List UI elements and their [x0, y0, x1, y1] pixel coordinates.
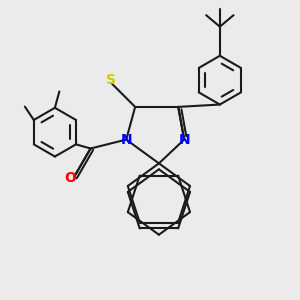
Text: N: N [120, 133, 132, 147]
Text: N: N [178, 133, 190, 147]
Text: S: S [106, 73, 116, 87]
Text: O: O [64, 171, 76, 185]
